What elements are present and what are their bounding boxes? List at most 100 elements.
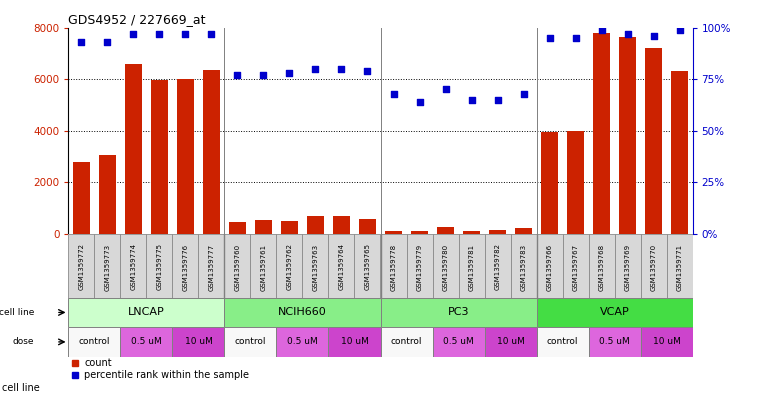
Point xyxy=(336,66,348,72)
Bar xyxy=(281,221,298,234)
Text: PC3: PC3 xyxy=(447,307,470,318)
Bar xyxy=(588,327,641,356)
Text: GSM1359763: GSM1359763 xyxy=(313,243,319,290)
Bar xyxy=(120,234,146,298)
Text: GDS4952 / 227669_at: GDS4952 / 227669_at xyxy=(68,13,206,26)
Bar xyxy=(667,234,693,298)
Point xyxy=(387,90,400,97)
Bar xyxy=(515,228,532,234)
Bar xyxy=(303,234,329,298)
Text: dose: dose xyxy=(13,338,34,346)
Point xyxy=(257,72,269,78)
Point xyxy=(569,35,581,41)
Point xyxy=(231,72,244,78)
Bar xyxy=(385,231,402,234)
Text: GSM1359779: GSM1359779 xyxy=(416,243,422,290)
Bar xyxy=(588,234,614,298)
Bar xyxy=(489,230,506,234)
Point xyxy=(673,26,686,33)
Text: cell line: cell line xyxy=(0,308,34,317)
Text: 10 uM: 10 uM xyxy=(341,338,368,346)
Point xyxy=(492,97,504,103)
Bar xyxy=(276,234,303,298)
Bar xyxy=(276,327,329,356)
Bar xyxy=(203,70,220,234)
Text: control: control xyxy=(390,338,422,346)
Text: GSM1359774: GSM1359774 xyxy=(130,243,136,290)
Bar xyxy=(537,327,588,356)
Point xyxy=(310,66,322,72)
Point xyxy=(127,31,139,37)
Point xyxy=(648,33,660,39)
Text: GSM1359766: GSM1359766 xyxy=(546,243,552,290)
Point xyxy=(543,35,556,41)
Bar xyxy=(224,234,250,298)
Bar xyxy=(406,234,432,298)
Text: control: control xyxy=(78,338,110,346)
Bar xyxy=(73,162,90,234)
Point xyxy=(413,99,425,105)
Bar xyxy=(173,327,224,356)
Bar xyxy=(224,298,380,327)
Bar xyxy=(380,234,406,298)
Bar xyxy=(562,234,588,298)
Bar xyxy=(593,33,610,234)
Bar xyxy=(641,327,693,356)
Bar xyxy=(199,234,224,298)
Text: GSM1359777: GSM1359777 xyxy=(209,243,215,290)
Text: GSM1359765: GSM1359765 xyxy=(365,243,371,290)
Text: 0.5 uM: 0.5 uM xyxy=(443,338,474,346)
Bar xyxy=(437,227,454,234)
Text: GSM1359772: GSM1359772 xyxy=(78,243,84,290)
Text: control: control xyxy=(546,338,578,346)
Text: GSM1359773: GSM1359773 xyxy=(104,243,110,290)
Bar xyxy=(511,234,537,298)
Text: GSM1359782: GSM1359782 xyxy=(495,243,501,290)
Text: GSM1359778: GSM1359778 xyxy=(390,243,396,290)
Bar xyxy=(99,155,116,234)
Bar xyxy=(380,298,537,327)
Bar xyxy=(541,132,558,234)
Bar xyxy=(485,327,537,356)
Text: 10 uM: 10 uM xyxy=(653,338,680,346)
Bar xyxy=(411,231,428,234)
Text: 0.5 uM: 0.5 uM xyxy=(131,338,162,346)
Text: control: control xyxy=(234,338,266,346)
Bar xyxy=(94,234,120,298)
Bar xyxy=(458,234,485,298)
Point xyxy=(361,68,374,74)
Text: GSM1359775: GSM1359775 xyxy=(157,243,163,290)
Bar xyxy=(614,234,641,298)
Bar xyxy=(641,234,667,298)
Text: GSM1359783: GSM1359783 xyxy=(521,243,527,290)
Point xyxy=(439,86,451,92)
Point xyxy=(154,31,166,37)
Point xyxy=(517,90,530,97)
Text: GSM1359771: GSM1359771 xyxy=(677,243,683,290)
Point xyxy=(466,97,478,103)
Bar xyxy=(359,219,376,234)
Text: GSM1359781: GSM1359781 xyxy=(469,243,475,290)
Bar xyxy=(229,222,246,234)
Bar xyxy=(567,131,584,234)
Text: 0.5 uM: 0.5 uM xyxy=(599,338,630,346)
Text: LNCAP: LNCAP xyxy=(128,307,165,318)
Bar xyxy=(432,327,485,356)
Text: 10 uM: 10 uM xyxy=(185,338,212,346)
Bar xyxy=(173,234,199,298)
Bar xyxy=(120,327,173,356)
Text: GSM1359770: GSM1359770 xyxy=(651,243,657,290)
Bar xyxy=(619,37,636,234)
Bar xyxy=(68,234,94,298)
Point xyxy=(595,26,607,33)
Text: GSM1359764: GSM1359764 xyxy=(339,243,345,290)
Text: GSM1359769: GSM1359769 xyxy=(625,243,631,290)
Bar xyxy=(68,327,120,356)
Bar xyxy=(432,234,458,298)
Text: NCIH660: NCIH660 xyxy=(278,307,327,318)
Point xyxy=(283,70,295,76)
Point xyxy=(622,31,634,37)
Text: 10 uM: 10 uM xyxy=(497,338,524,346)
Bar xyxy=(329,327,380,356)
Point xyxy=(75,39,88,45)
